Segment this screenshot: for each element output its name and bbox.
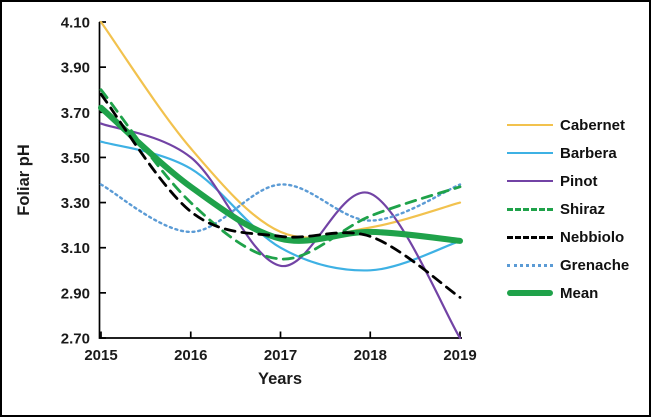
legend-item-grenache: Grenache bbox=[507, 251, 629, 279]
x-tick-label: 2019 bbox=[443, 347, 476, 364]
x-tick-label: 2018 bbox=[354, 347, 387, 364]
legend-item-nebbiolo: Nebbiolo bbox=[507, 223, 629, 251]
y-tick-label: 3.10 bbox=[61, 240, 90, 257]
y-tick-label: 3.90 bbox=[61, 60, 90, 77]
legend-label-shiraz: Shiraz bbox=[560, 200, 606, 218]
legend-line-sample-nebbiolo bbox=[507, 235, 553, 239]
legend-line-sample-barbera bbox=[507, 152, 553, 154]
legend-line-sample-cabernet bbox=[507, 124, 553, 126]
legend-label-barbera: Barbera bbox=[560, 144, 617, 162]
x-tick-label: 2016 bbox=[174, 347, 207, 364]
legend-line-sample-grenache bbox=[507, 263, 553, 267]
legend-line-sample-shiraz bbox=[507, 207, 553, 211]
series-line-nebbiolo bbox=[99, 92, 462, 299]
y-tick-label: 4.10 bbox=[61, 15, 90, 32]
series-line-cabernet bbox=[99, 20, 462, 239]
x-tick-label: 2017 bbox=[264, 347, 297, 364]
legend-item-shiraz: Shiraz bbox=[507, 195, 629, 223]
y-axis-title: Foliar pH bbox=[15, 144, 33, 216]
x-tick-label: 2015 bbox=[84, 347, 117, 364]
legend-line-sample-pinot bbox=[507, 180, 553, 182]
series-line-mean bbox=[98, 104, 463, 244]
y-tick-label: 3.50 bbox=[61, 150, 90, 167]
legend-label-nebbiolo: Nebbiolo bbox=[560, 228, 625, 246]
legend-label-mean: Mean bbox=[560, 284, 599, 302]
legend-line-sample-mean bbox=[507, 290, 553, 296]
legend-label-cabernet: Cabernet bbox=[560, 116, 626, 134]
legend-item-barbera: Barbera bbox=[507, 139, 629, 167]
y-tick-label: 2.90 bbox=[61, 285, 90, 302]
y-tick-label: 3.70 bbox=[61, 105, 90, 122]
x-axis-title: Years bbox=[258, 370, 302, 388]
legend-item-mean: Mean bbox=[507, 279, 629, 307]
series-line-pinot bbox=[99, 122, 462, 340]
y-tick-label: 3.30 bbox=[61, 195, 90, 212]
legend-item-pinot: Pinot bbox=[507, 167, 629, 195]
chart-legend: Cabernet Barbera Pinot Shiraz Nebbiolo Grenac… bbox=[507, 111, 629, 307]
legend-item-cabernet: Cabernet bbox=[507, 111, 629, 139]
series-line-barbera bbox=[99, 140, 462, 272]
y-tick-label: 2.70 bbox=[61, 331, 90, 348]
legend-label-pinot: Pinot bbox=[560, 172, 598, 190]
series-line-grenache bbox=[99, 183, 462, 234]
axis-lines bbox=[98, 22, 462, 339]
series-lines bbox=[98, 20, 463, 340]
series-line-shiraz bbox=[99, 88, 462, 261]
legend-label-grenache: Grenache bbox=[560, 256, 630, 274]
